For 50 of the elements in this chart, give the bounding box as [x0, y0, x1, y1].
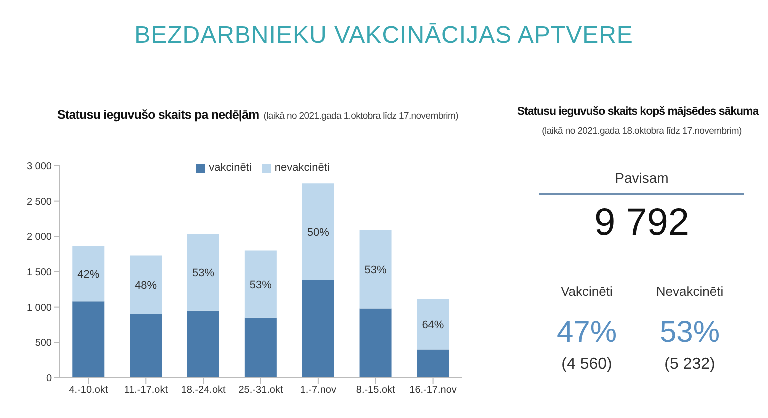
chart-title: Statusu ieguvušo skaits pa nedēļām: [58, 108, 260, 122]
bar: [72, 302, 105, 378]
x-tick-label: 25.-31.okt: [238, 385, 284, 396]
bar: [244, 318, 277, 378]
x-tick-label: 16.-17.nov: [410, 385, 457, 396]
annotation: 42%: [78, 269, 100, 282]
bar: [417, 300, 450, 350]
legend-label: vakcinēti: [209, 162, 252, 174]
text: Nevakcinēti: [655, 284, 725, 299]
x-tick-label: 8.-15.okt: [356, 385, 396, 396]
bar: [72, 246, 105, 302]
text: (laikā no 2021.gada 18.oktobra līdz 17.novembrim): [541, 126, 743, 137]
bar: [360, 230, 392, 309]
text: BEZDARBNIEKU VAKCINĀCIJAS APTVERE: [134, 22, 634, 50]
y-tick-label: 1 000: [26, 302, 52, 314]
text: (4 560): [560, 356, 614, 374]
text: Vakcinēti: [560, 284, 614, 299]
x-tick-label: 11.-17.okt: [124, 385, 168, 396]
bar: [302, 184, 334, 280]
bar: [244, 250, 277, 318]
text: 53%: [658, 316, 722, 350]
x-tick-label: 18.-24.okt: [181, 385, 226, 396]
text: (5 232): [664, 356, 716, 374]
text: Statusu ieguvušo skaits kopš mājsēdes sākuma: [516, 106, 760, 118]
text: Pavisam: [614, 170, 670, 186]
bar: [417, 350, 450, 378]
bar: [187, 234, 220, 311]
annotation: 50%: [307, 226, 330, 239]
y-tick-label: 2 500: [26, 196, 52, 208]
text: 47%: [556, 316, 618, 350]
text: 9 792: [593, 202, 691, 245]
chart-subtitle: (laikā no 2021.gada 1.oktobra līdz 17.novembrim): [264, 111, 458, 122]
y-tick-label: 2 000: [26, 232, 52, 244]
x-tick-label: 4.-10.okt: [69, 385, 108, 396]
annotation: 53%: [364, 264, 387, 276]
y-tick-label: 500: [35, 338, 52, 350]
annotation: 53%: [250, 279, 272, 292]
y-tick-label: 1 500: [26, 268, 52, 279]
bar: [360, 308, 392, 378]
legend-label: nevakcinēti: [274, 162, 330, 174]
annotation: 53%: [192, 268, 215, 280]
bar: [302, 280, 334, 378]
y-tick-label: 0: [46, 374, 52, 385]
annotation: 64%: [422, 320, 444, 332]
bar: [130, 314, 162, 378]
x-tick-label: 1.-7.nov: [300, 385, 336, 396]
bar: [130, 256, 162, 314]
annotation: 48%: [135, 280, 158, 292]
bar: [187, 310, 220, 378]
y-tick-label: 3 000: [26, 162, 52, 173]
